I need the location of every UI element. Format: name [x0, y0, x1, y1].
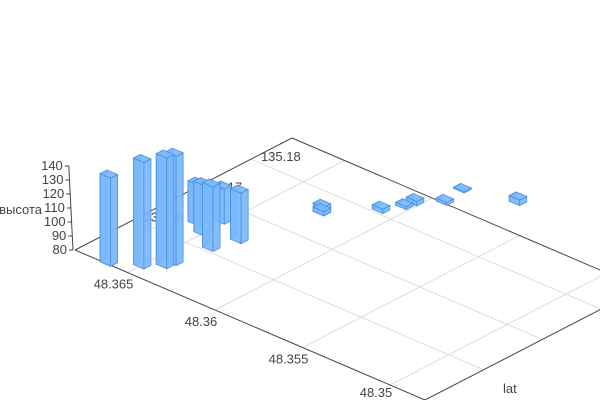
bar-top-face — [312, 203, 332, 213]
bar — [394, 198, 415, 211]
bar-front-face — [202, 182, 214, 253]
bar — [371, 200, 391, 215]
z-tick-label: 80 — [53, 242, 67, 257]
bar-side-face — [110, 173, 119, 268]
z-tick-label: 110 — [44, 200, 65, 215]
bar-side-face — [240, 188, 249, 245]
bar — [155, 149, 175, 270]
y-axis-line — [424, 309, 600, 400]
bar-top-face — [405, 193, 425, 203]
y-gridline — [192, 188, 543, 340]
z-tick-label: 140 — [41, 158, 63, 173]
bar-top-face — [229, 184, 250, 194]
bar — [132, 153, 152, 270]
bars — [99, 147, 528, 270]
z-tick-label: 120 — [42, 186, 64, 201]
bar-top-face — [371, 200, 391, 210]
x-axis-line — [74, 249, 426, 400]
z-tick-label: 100 — [44, 214, 66, 229]
x-tick-label: 48.36 — [185, 314, 218, 329]
bar-side-face — [175, 152, 184, 267]
floor-edge — [291, 137, 600, 271]
bar-top-face — [452, 182, 473, 193]
bar-top-face — [132, 154, 152, 164]
x-gridline — [389, 276, 600, 386]
bar — [435, 193, 455, 207]
bar-side-face — [143, 158, 152, 270]
x-tick-label: 48.355 — [269, 352, 309, 367]
y-axis-title: lat — [503, 381, 517, 396]
bar — [508, 191, 528, 207]
bar-front-face — [155, 153, 168, 270]
bar — [229, 184, 250, 245]
bar-side-face — [166, 153, 175, 270]
bar — [452, 182, 473, 194]
bar-top-face — [155, 149, 175, 159]
bar — [312, 202, 332, 217]
z-tick-label: 130 — [42, 172, 64, 187]
bar-front-face — [132, 157, 145, 270]
floor-grid — [75, 138, 600, 400]
y-gridline — [250, 158, 600, 310]
bar — [405, 192, 425, 207]
x-tick-label: 48.35 — [360, 385, 393, 400]
bar — [99, 169, 119, 268]
bar-top-face — [508, 191, 528, 201]
bar-top-face — [394, 198, 415, 208]
y-gridline — [133, 219, 484, 371]
floor — [75, 138, 600, 400]
bar — [201, 178, 221, 253]
bar-top-face — [99, 169, 119, 179]
x-gridline — [302, 235, 520, 348]
z-tick-label: 90 — [52, 228, 66, 243]
bar-front-face — [99, 173, 111, 267]
y-tick-label: 135.18 — [261, 149, 301, 164]
z-axis-title: высота — [0, 202, 43, 217]
bar-top-face — [201, 178, 221, 188]
x-tick-label: 48.365 — [94, 277, 134, 292]
bar-top-face — [435, 193, 455, 203]
x-gridline — [214, 197, 433, 311]
bar-side-face — [212, 182, 221, 253]
bar-front-face — [230, 188, 242, 245]
